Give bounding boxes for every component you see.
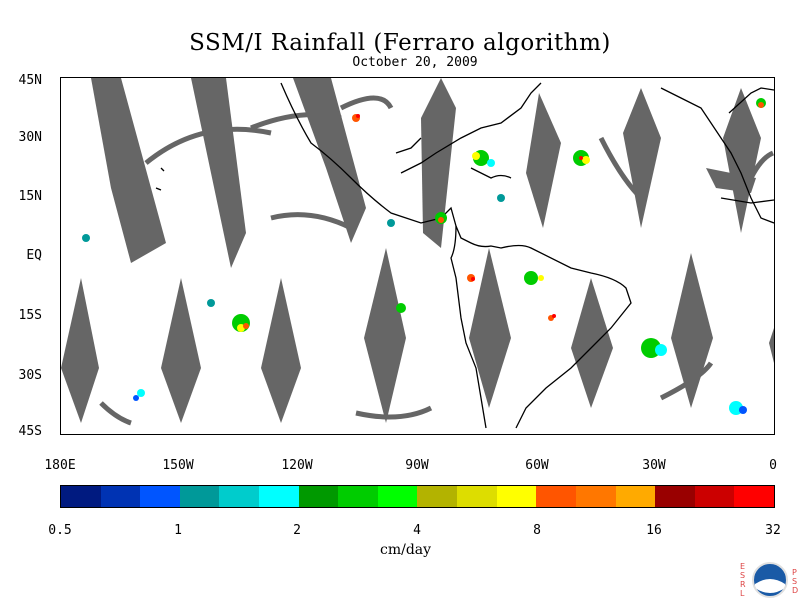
lon-label-60w: 60W: [525, 458, 549, 473]
colorbar-swatch-4: [219, 486, 260, 507]
map-date: October 20, 2009: [352, 55, 478, 70]
colorbar-tick-1: 1: [174, 523, 182, 538]
colorbar-swatch-10: [457, 486, 497, 507]
colorbar-tick-2: 2: [293, 523, 301, 538]
colorbar-tick-16: 16: [646, 523, 662, 538]
lon-label-120w: 120W: [281, 458, 313, 473]
coastlines: [155, 82, 774, 429]
colorbar-swatch-11: [496, 486, 537, 507]
lon-label-30w: 30W: [642, 458, 666, 473]
lon-label-0: 0: [769, 458, 777, 473]
lon-label-90w: 90W: [405, 458, 429, 473]
colorbar-swatch-14: [615, 486, 656, 507]
lat-label-15s: 15S: [18, 308, 42, 323]
colorbar-tick-4: 4: [413, 523, 421, 538]
colorbar-swatch-3: [179, 486, 220, 507]
map-title: SSM/I Rainfall (Ferraro algorithm): [189, 30, 611, 56]
colorbar-swatch-0: [61, 486, 101, 507]
colorbar-swatch-15: [655, 486, 695, 507]
colorbar-tick-32: 32: [765, 523, 781, 538]
colorbar: [60, 485, 775, 508]
rainfall-patches: [82, 98, 766, 415]
noaa-logo: ESRL PSD: [740, 560, 798, 600]
colorbar-swatch-9: [417, 486, 458, 507]
lat-label-45n: 45N: [18, 73, 42, 88]
colorbar-swatch-2: [140, 486, 180, 507]
swath-gaps: [61, 78, 774, 423]
colorbar-unit: cm/day: [380, 542, 432, 558]
colorbar-swatch-5: [259, 486, 299, 507]
lat-label-45s: 45S: [18, 424, 42, 439]
lat-label-30s: 30S: [18, 368, 42, 383]
colorbar-swatch-13: [575, 486, 616, 507]
colorbar-swatch-8: [377, 486, 418, 507]
lon-label-180e: 180E: [44, 458, 76, 473]
lat-label-15n: 15N: [18, 189, 42, 204]
esrl-letters: ESRL: [740, 562, 746, 598]
colorbar-swatch-16: [694, 486, 735, 507]
colorbar-tick-0-5: 0.5: [48, 523, 72, 538]
colorbar-swatch-6: [298, 486, 339, 507]
lat-label-30n: 30N: [18, 130, 42, 145]
colorbar-tick-8: 8: [533, 523, 541, 538]
colorbar-swatch-17: [734, 486, 774, 507]
lon-label-150w: 150W: [162, 458, 194, 473]
psd-letters: PSD: [792, 568, 799, 595]
lat-label-eq: EQ: [26, 248, 42, 263]
colorbar-swatch-1: [100, 486, 141, 507]
colorbar-swatch-7: [338, 486, 378, 507]
noaa-emblem-icon: [752, 562, 788, 598]
colorbar-swatch-12: [536, 486, 576, 507]
map-canvas: [61, 78, 774, 429]
rainfall-map: [60, 77, 775, 435]
